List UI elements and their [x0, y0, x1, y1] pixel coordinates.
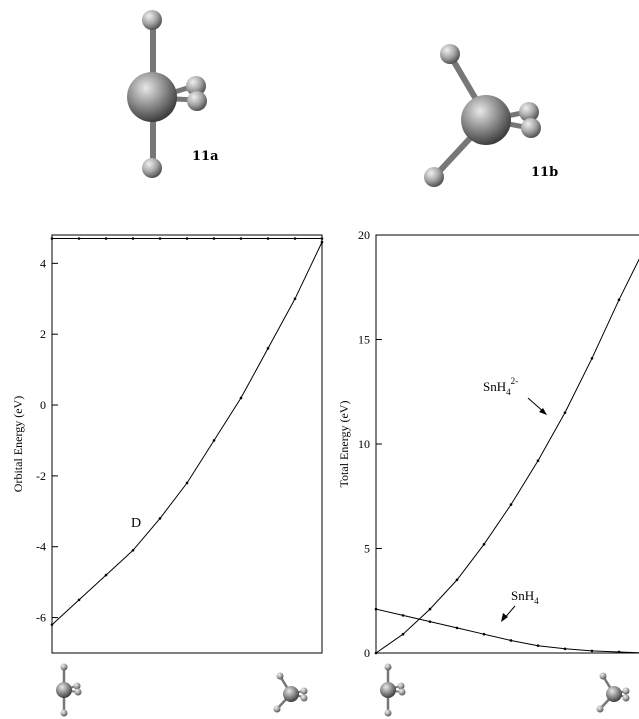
left-data-point: [266, 237, 270, 240]
chart-orbital-energy: -6 -4 -2 0 2 4 Orbital Energy (eV) D: [11, 234, 324, 654]
x-axis-glyph-11a-right: [380, 663, 406, 717]
molecule-11a: 11a: [127, 10, 219, 178]
right-y-tick-label: 0: [364, 646, 370, 660]
right-data-point: [455, 626, 459, 630]
left-y-tick-label: -4: [36, 540, 46, 554]
left-y-tick-label: 0: [40, 398, 46, 412]
x-axis-glyph-11b-right: [596, 672, 630, 713]
left-data-point: [77, 237, 81, 240]
chart-total-energy: 0 5 10 15 20 Total Energy (eV) SnH42- SnH4: [337, 228, 639, 660]
hydrogen-atom: [186, 76, 206, 96]
left-y-ticks: -6 -4 -2 0 2 4: [36, 256, 58, 625]
right-data-point: [536, 644, 540, 647]
structure-label-11b: 11b: [531, 165, 558, 180]
left-data-point: [131, 237, 135, 240]
left-y-tick-label: -2: [36, 469, 46, 483]
hydrogen-atom: [187, 91, 207, 111]
plot-frame-left: [51, 234, 323, 654]
left-data-point: [104, 237, 108, 240]
right-y-tick-label: 10: [358, 437, 370, 451]
left-data-point: [185, 237, 189, 240]
left-data-point: [104, 573, 108, 577]
right-y-axis-label: Total Energy (eV): [337, 401, 351, 488]
structure-label-11a: 11a: [192, 149, 219, 164]
left-data-point: [50, 237, 54, 240]
left-data-point: [77, 598, 81, 602]
hydrogen-atom: [519, 102, 539, 122]
left-data-point: [158, 237, 162, 240]
right-data-point: [509, 503, 513, 506]
left-data-point: [293, 237, 297, 240]
left-data-point: [239, 237, 243, 240]
annotation-snh4: SnH4: [511, 588, 539, 606]
left-data-point: [158, 517, 162, 520]
left-data-point: [293, 297, 297, 301]
right-data-point: [401, 632, 405, 636]
tin-atom: [461, 95, 511, 145]
left-y-tick-label: 2: [40, 327, 46, 341]
right-data-point: [617, 298, 621, 302]
right-data-point: [536, 459, 540, 463]
right-series-line-1: [375, 608, 639, 654]
right-series-line-0: [375, 258, 639, 654]
left-data-point: [50, 623, 54, 626]
left-series-group: [50, 237, 324, 626]
right-data-point: [374, 607, 378, 611]
left-data-point: [320, 237, 324, 240]
right-y-tick-label: 15: [358, 333, 370, 347]
right-data-point: [428, 620, 432, 623]
hydrogen-atom: [142, 158, 162, 178]
annotation-snh4-dianion: SnH42-: [483, 376, 518, 397]
hydrogen-atom: [142, 10, 162, 30]
left-annotation-d: D: [131, 516, 141, 531]
left-data-point: [185, 481, 189, 485]
right-data-point: [428, 607, 432, 611]
right-data-point: [455, 578, 459, 582]
left-data-point: [212, 237, 216, 240]
right-data-point: [482, 632, 486, 636]
left-y-axis-label: Orbital Energy (eV): [11, 396, 25, 492]
left-data-point: [320, 240, 324, 244]
plot-frame-right: [375, 234, 639, 654]
tin-atom: [127, 72, 177, 122]
right-data-point: [563, 411, 567, 414]
left-data-point: [131, 548, 135, 552]
right-data-point: [590, 357, 594, 360]
right-series-group: [374, 258, 639, 655]
molecule-11b: 11b: [424, 44, 558, 187]
hydrogen-atom: [521, 118, 541, 138]
right-data-point: [482, 543, 486, 546]
left-data-point: [212, 439, 216, 442]
left-data-point: [239, 396, 243, 400]
right-data-point: [374, 651, 378, 655]
right-y-tick-label: 20: [358, 228, 370, 242]
left-y-tick-label: -6: [36, 611, 46, 625]
right-y-ticks: 0 5 10 15 20: [358, 228, 382, 660]
right-data-point: [401, 614, 405, 617]
right-data-point: [617, 650, 621, 654]
hydrogen-atom: [440, 44, 460, 64]
right-data-point: [509, 639, 513, 642]
x-axis-glyph-11a-left: [56, 663, 82, 717]
left-y-tick-label: 4: [40, 256, 46, 270]
hydrogen-atom: [424, 167, 444, 187]
right-data-point: [590, 649, 594, 653]
arrowhead: [501, 613, 508, 622]
arrowhead: [539, 408, 547, 415]
x-axis-glyph-11b-left: [273, 672, 308, 713]
right-data-point: [563, 647, 567, 651]
right-y-tick-label: 5: [364, 542, 370, 556]
left-data-point: [266, 347, 270, 350]
left-series-line-1: [51, 241, 323, 626]
